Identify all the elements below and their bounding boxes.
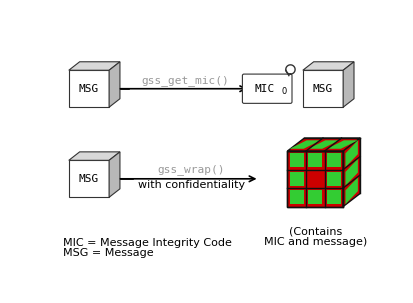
Polygon shape: [326, 153, 340, 167]
Polygon shape: [289, 172, 303, 186]
Text: MIC = Message Integrity Code: MIC = Message Integrity Code: [62, 238, 231, 248]
Polygon shape: [302, 62, 353, 70]
Polygon shape: [289, 190, 303, 204]
Text: MIC and message): MIC and message): [263, 237, 366, 247]
Polygon shape: [69, 70, 109, 107]
Polygon shape: [287, 138, 359, 151]
Text: gss_get_mic(): gss_get_mic(): [141, 75, 228, 86]
Polygon shape: [326, 172, 340, 186]
Polygon shape: [342, 138, 359, 207]
Polygon shape: [308, 153, 321, 167]
Polygon shape: [69, 152, 120, 160]
Polygon shape: [302, 70, 342, 107]
Text: MSG = Message: MSG = Message: [62, 248, 153, 258]
Text: MSG: MSG: [78, 84, 99, 94]
Text: gss_wrap(): gss_wrap(): [157, 164, 224, 175]
Polygon shape: [109, 152, 120, 197]
Text: (Contains: (Contains: [288, 227, 341, 237]
Polygon shape: [69, 160, 109, 197]
Polygon shape: [69, 62, 120, 70]
Polygon shape: [326, 140, 357, 149]
FancyBboxPatch shape: [242, 74, 291, 103]
Polygon shape: [287, 151, 342, 207]
Polygon shape: [289, 140, 320, 149]
Polygon shape: [308, 190, 321, 204]
Polygon shape: [342, 62, 353, 107]
Text: 0: 0: [281, 87, 286, 95]
Polygon shape: [109, 62, 120, 107]
Polygon shape: [289, 153, 303, 167]
Text: MIC: MIC: [254, 84, 274, 94]
Text: with confidentiality: with confidentiality: [138, 180, 244, 190]
Polygon shape: [326, 190, 340, 204]
Polygon shape: [344, 177, 357, 204]
Polygon shape: [344, 159, 357, 186]
Text: MSG: MSG: [312, 84, 332, 94]
Polygon shape: [344, 140, 357, 167]
Polygon shape: [308, 140, 339, 149]
Text: MSG: MSG: [78, 174, 99, 184]
